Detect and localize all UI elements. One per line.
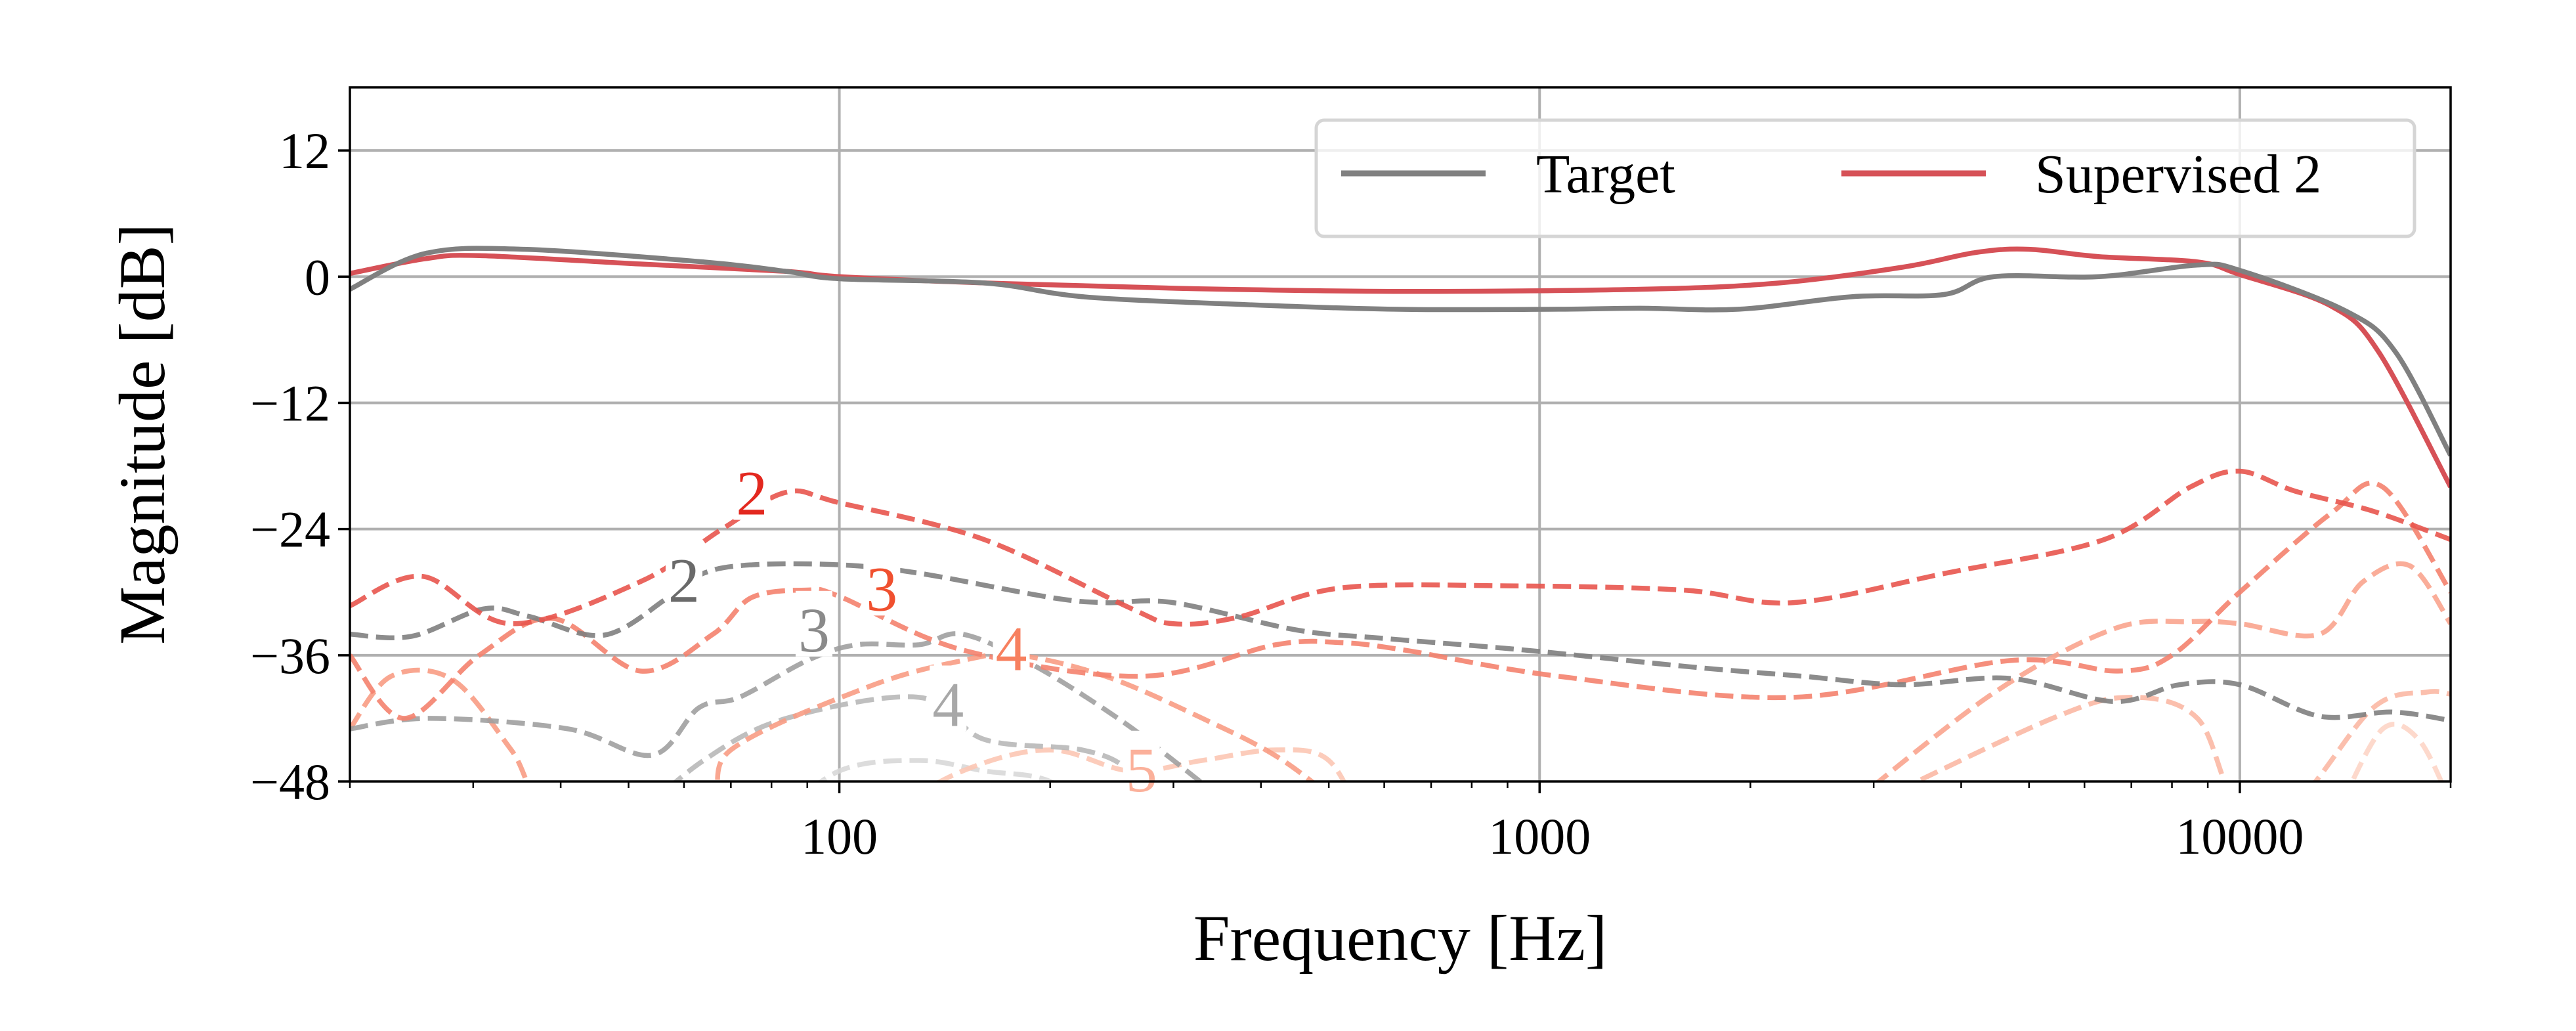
x-tick-label: 100 [801,808,878,865]
y-tick-label: 12 [279,122,330,179]
series-supervised-2-harmonic-5 [1911,689,2451,781]
series-lines [350,246,2451,781]
curve-label-background [1123,730,1160,797]
curve-label: 2 [668,546,700,616]
curve-label: 3 [866,554,897,624]
legend-box [1314,118,2416,238]
curve-label: 5 [1126,735,1157,805]
series-target-harmonic-5 [817,758,1056,781]
curve-label: 4 [995,614,1027,684]
legend: Target Supervised 2 [1314,118,2416,238]
y-tick-label: −36 [250,627,330,684]
y-tick-label: −48 [250,753,330,810]
curve-label: 4 [932,669,964,739]
curve-label-background [733,454,771,520]
curve-label: 2 [736,458,767,529]
curve-label-background [665,541,702,607]
curve-label-background [993,609,1030,676]
series-supervised-2-harmonic-4 [350,651,1316,781]
x-axis-label: Frequency [Hz] [1193,902,1607,975]
curve-label-background [930,665,967,732]
series-supervised-2-harmonic-4-high [1875,561,2451,781]
y-tick-label: −24 [250,501,330,558]
x-tick-label: 10000 [2176,808,2304,865]
curve-label-background [863,550,901,616]
plot-frame [349,86,2452,783]
y-axis-label: Magnitude [dB] [106,223,179,645]
series-target-harmonic-2 [350,561,2451,723]
series-supervised-2-harmonic-6 [2350,722,2444,781]
curve-label: 3 [798,595,830,665]
series-supervised-2-harmonic-3 [350,480,2451,721]
series-target [350,246,2451,457]
axis-ticks: 12 0 −12 −24 −36 −48 100 1000 10000 [250,122,2452,865]
legend-label-supervised-2: Supervised 2 [2035,144,2321,205]
x-tick-label: 1000 [1488,808,1591,865]
series-supervised-2 [350,246,2451,489]
curve-label-background [795,590,832,657]
curve-labels: 22 33 445 [665,454,1160,805]
y-tick-label: 0 [305,248,330,305]
legend-label-target: Target [1536,144,1675,205]
y-tick-label: −12 [250,374,330,431]
series-supervised-2-harmonic-2 [350,468,2451,627]
